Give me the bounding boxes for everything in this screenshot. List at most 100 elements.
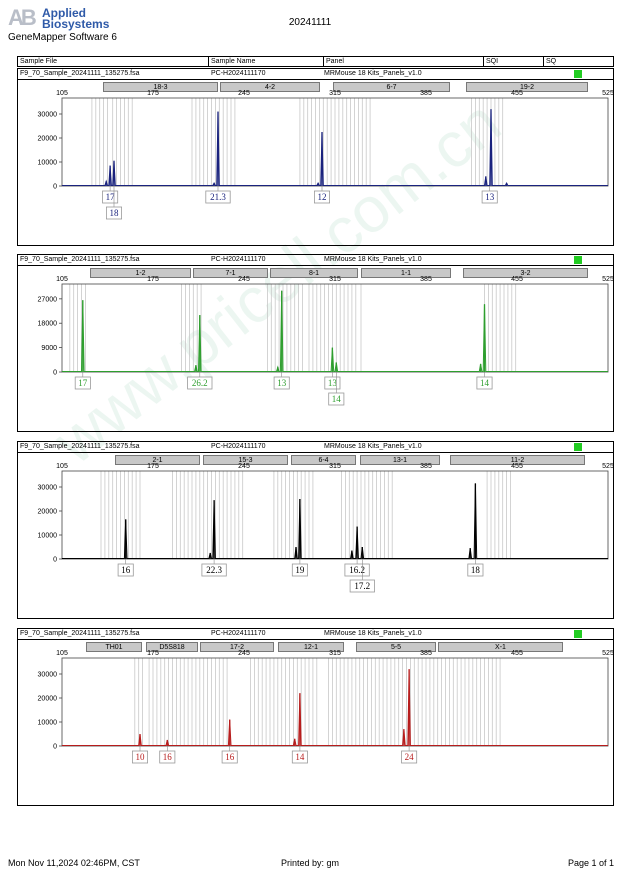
- sample-file: F9_70_Sample_20241111_135275.fsa: [20, 443, 140, 450]
- sample-file: F9_70_Sample_20241111_135275.fsa: [20, 70, 140, 77]
- y-tick-label: 20000: [38, 696, 58, 703]
- panel-sample-info: F9_70_Sample_20241111_135275.fsa PC-H2024…: [18, 255, 613, 266]
- y-tick-label: 10000: [38, 160, 58, 167]
- electropherogram-plot: 105 175 245 315 385 455 525 0 10000 20000 30000 16 2…: [38, 463, 613, 593]
- allele-label-box: [467, 563, 484, 577]
- marker-label: 2-1: [115, 455, 200, 465]
- x-tick-label: 105: [56, 276, 68, 283]
- x-tick-label: 385: [420, 463, 432, 470]
- allele-label-box: [221, 750, 238, 764]
- allele-label: 14: [480, 378, 490, 388]
- panel-sample-info: F9_70_Sample_20241111_135275.fsa PC-H2024…: [18, 629, 613, 640]
- marker-label: 6-7: [333, 82, 450, 92]
- allele-label: 26.2: [192, 378, 208, 388]
- x-tick-label: 105: [56, 463, 68, 470]
- x-tick-label: 105: [56, 650, 68, 657]
- allele-label-box: [313, 190, 330, 204]
- allele-label: 13: [328, 378, 338, 388]
- col-sample-name: Sample Name: [208, 57, 255, 66]
- y-tick-label: 30000: [38, 485, 58, 492]
- x-tick-label: 525: [602, 650, 613, 657]
- x-tick-label: 315: [329, 90, 341, 97]
- sample-name: PC-H2024111170: [211, 70, 266, 77]
- allele-label: 16: [163, 752, 173, 762]
- electropherogram-panel: F9_70_Sample_20241111_135275.fsa PC-H2024…: [17, 68, 614, 246]
- allele-label-box: [205, 190, 231, 204]
- allele-label: 14: [332, 394, 342, 404]
- marker-label: 18-3: [103, 82, 218, 92]
- x-tick-label: 315: [329, 463, 341, 470]
- marker-label: 5-5: [356, 642, 436, 652]
- y-tick-label: 30000: [38, 112, 58, 119]
- sample-name: PC-H2024111170: [211, 256, 266, 263]
- logo-line2: Biosystems: [42, 17, 110, 31]
- electropherogram-plot: 105 175 245 315 385 455 525 0 10000 20000 30000 17 1…: [38, 90, 613, 220]
- y-tick-label: 10000: [38, 533, 58, 540]
- y-tick-label: 9000: [41, 345, 57, 352]
- x-tick-label: 105: [56, 90, 68, 97]
- marker-label: X-1: [438, 642, 563, 652]
- run-date: 20241111: [288, 17, 332, 28]
- footer-printed-by: Printed by: gm: [280, 858, 340, 868]
- allele-label-box: [117, 563, 134, 577]
- sample-name: PC-H2024111170: [211, 443, 266, 450]
- col-sq: SQ: [543, 57, 556, 66]
- allele-label-box: [106, 206, 123, 220]
- x-tick-label: 455: [511, 90, 523, 97]
- electropherogram-panel: F9_70_Sample_20241111_135275.fsa PC-H2024…: [17, 628, 614, 806]
- x-tick-label: 385: [420, 90, 432, 97]
- y-tick-label: 27000: [38, 296, 58, 303]
- plot-frame: [61, 657, 609, 747]
- x-tick-label: 175: [147, 650, 159, 657]
- allele-label-box: [74, 376, 91, 390]
- marker-label: 3-2: [463, 268, 588, 278]
- allele-label: 24: [405, 752, 415, 762]
- allele-label: 13: [485, 192, 495, 202]
- allele-label: 16.2: [349, 565, 365, 575]
- plot-frame: [61, 283, 609, 373]
- plot-frame: [61, 470, 609, 560]
- panel-name: MRMouse 18 Kits_Panels_v1.0: [324, 256, 422, 263]
- x-tick-label: 245: [238, 90, 250, 97]
- panel-name: MRMouse 18 Kits_Panels_v1.0: [324, 443, 422, 450]
- allele-label: 17: [78, 378, 88, 388]
- y-tick-label: 30000: [38, 672, 58, 679]
- y-tick-label: 0: [53, 370, 57, 377]
- signal-trace: [62, 290, 608, 372]
- allele-label-box: [476, 376, 493, 390]
- x-tick-label: 455: [511, 276, 523, 283]
- allele-label: 17.2: [354, 581, 370, 591]
- allele-label-box: [291, 750, 308, 764]
- allele-label-box: [201, 563, 227, 577]
- marker-label: 15-3: [203, 455, 288, 465]
- panel-name: MRMouse 18 Kits_Panels_v1.0: [324, 630, 422, 637]
- marker-label: 1-1: [361, 268, 451, 278]
- marker-label: 8-1: [270, 268, 358, 278]
- allele-label-box: [401, 750, 418, 764]
- footer-printed-on: Mon Nov 11,2024 02:46PM, CST: [8, 858, 140, 868]
- marker-label: 6-4: [291, 455, 356, 465]
- sample-file: F9_70_Sample_20241111_135275.fsa: [20, 630, 140, 637]
- logo-line1: Applied: [42, 6, 86, 20]
- marker-label: 17-2: [200, 642, 274, 652]
- allele-label: 16: [121, 565, 131, 575]
- y-tick-label: 0: [53, 557, 57, 564]
- marker-label: 12-1: [278, 642, 344, 652]
- allele-label-box: [132, 750, 149, 764]
- logo-text: Applied Biosystems: [42, 6, 110, 31]
- allele-label-box: [344, 563, 370, 577]
- x-tick-label: 525: [602, 463, 613, 470]
- y-tick-label: 18000: [38, 321, 58, 328]
- allele-label-box: [273, 376, 290, 390]
- marker-label: 7-1: [193, 268, 268, 278]
- column-header-row: Sample File Sample Name Panel SQI SQ: [17, 56, 614, 67]
- x-tick-label: 525: [602, 276, 613, 283]
- marker-label: 4-2: [220, 82, 320, 92]
- allele-label: 10: [136, 752, 146, 762]
- signal-trace: [62, 483, 608, 559]
- allele-label: 18: [471, 565, 481, 575]
- col-sample-file: Sample File: [20, 58, 57, 65]
- x-tick-label: 245: [238, 276, 250, 283]
- signal-trace: [62, 669, 608, 746]
- sample-name: PC-H2024111170: [211, 630, 266, 637]
